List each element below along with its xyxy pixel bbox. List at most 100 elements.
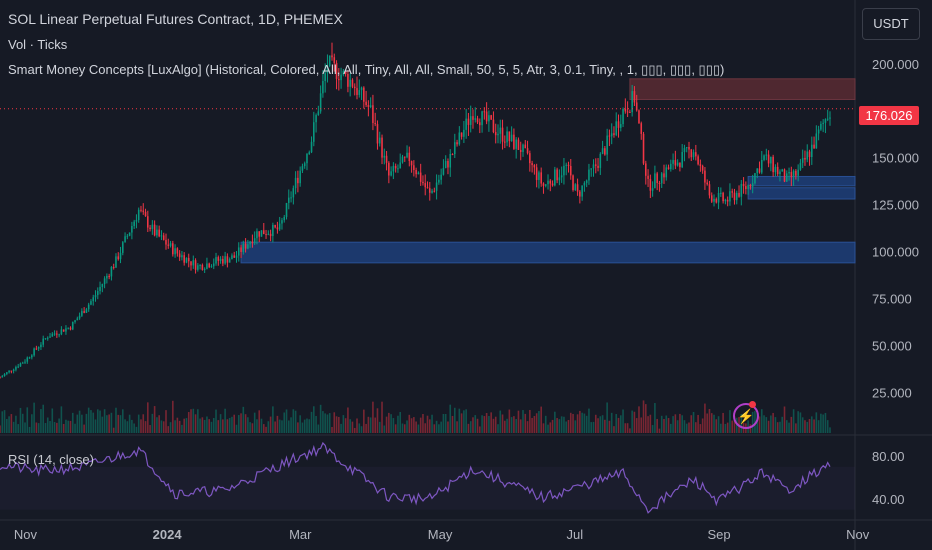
volume-bar bbox=[804, 420, 806, 433]
volume-bar bbox=[456, 421, 458, 433]
candle-body bbox=[42, 338, 45, 345]
volume-bar bbox=[158, 415, 160, 433]
volume-bar bbox=[706, 413, 708, 433]
candle-body bbox=[594, 164, 597, 166]
candle-body bbox=[228, 259, 231, 263]
candle-body bbox=[381, 137, 383, 158]
candle-body bbox=[747, 185, 749, 190]
candle-body bbox=[87, 304, 90, 310]
volume-bar bbox=[531, 417, 533, 433]
candle-body bbox=[772, 156, 774, 173]
volume-bar bbox=[726, 422, 729, 433]
volume-bar bbox=[613, 426, 615, 433]
volume-bar bbox=[0, 425, 1, 433]
candle-body bbox=[667, 167, 670, 170]
candle-body bbox=[692, 152, 695, 158]
smc-indicator-label[interactable]: Smart Money Concepts [LuxAlgo] (Historic… bbox=[8, 62, 725, 77]
volume-bar bbox=[710, 413, 713, 433]
order-block-bullish bbox=[747, 187, 856, 200]
candle-body bbox=[12, 369, 15, 371]
volume-bar bbox=[124, 419, 126, 433]
candle-body bbox=[247, 244, 249, 249]
candle-body bbox=[385, 155, 388, 163]
candle-body bbox=[369, 105, 372, 108]
candle-body bbox=[62, 329, 65, 332]
candle-body bbox=[572, 175, 574, 191]
volume-bar bbox=[260, 418, 263, 433]
volume-bar bbox=[42, 404, 45, 433]
candle-body bbox=[556, 169, 558, 181]
candle-body bbox=[44, 338, 47, 340]
candle-body bbox=[810, 144, 813, 158]
volume-bar bbox=[583, 413, 586, 433]
currency-button[interactable]: USDT bbox=[862, 8, 920, 40]
candle-body bbox=[576, 184, 579, 192]
volume-bar bbox=[599, 416, 602, 433]
candle-body bbox=[401, 156, 404, 163]
volume-bar bbox=[563, 416, 565, 433]
volume-bar bbox=[424, 423, 427, 433]
volume-bar bbox=[781, 416, 784, 433]
volume-bar bbox=[76, 414, 79, 433]
candle-body bbox=[308, 152, 311, 155]
candle-body bbox=[799, 162, 802, 170]
volume-bar bbox=[172, 400, 174, 433]
rsi-indicator-label[interactable]: RSI (14, close) bbox=[8, 452, 94, 467]
candle-body bbox=[731, 191, 734, 193]
candle-body bbox=[670, 163, 672, 170]
volume-bar bbox=[160, 420, 163, 433]
volume-bar bbox=[658, 428, 661, 433]
volume-bar bbox=[808, 419, 811, 433]
volume-bar bbox=[722, 412, 724, 433]
candle-body bbox=[601, 148, 604, 154]
candle-body bbox=[101, 284, 104, 287]
volume-bar bbox=[292, 409, 295, 433]
volume-bar bbox=[106, 415, 108, 433]
candle-body bbox=[121, 242, 124, 253]
candle-body bbox=[194, 260, 197, 270]
volume-bar bbox=[276, 415, 279, 433]
volume-bar bbox=[826, 420, 829, 433]
volume-bar bbox=[406, 420, 408, 433]
candle-body bbox=[378, 137, 381, 144]
volume-bar bbox=[547, 424, 549, 433]
candle-body bbox=[428, 188, 431, 193]
candle-body bbox=[158, 229, 160, 237]
volume-bar bbox=[206, 416, 208, 433]
volume-bar bbox=[760, 409, 763, 433]
candle-body bbox=[449, 153, 452, 168]
volume-bar bbox=[717, 416, 720, 433]
volume-bar bbox=[328, 413, 331, 433]
volume-bar bbox=[128, 414, 131, 433]
candle-body bbox=[185, 257, 188, 263]
volume-bar bbox=[549, 422, 552, 433]
volume-bar bbox=[99, 410, 101, 433]
volume-bar bbox=[169, 422, 172, 433]
candle-body bbox=[96, 291, 99, 296]
volume-bar bbox=[335, 416, 338, 433]
volume-bar bbox=[153, 406, 156, 433]
volume-bar bbox=[58, 418, 60, 433]
volume-bar bbox=[797, 411, 799, 433]
volume-bar bbox=[629, 428, 631, 433]
lightning-icon[interactable]: ⚡ bbox=[733, 403, 759, 429]
candle-body bbox=[331, 55, 333, 58]
volume-bar bbox=[394, 424, 397, 433]
candle-body bbox=[581, 185, 583, 197]
candle-body bbox=[658, 182, 661, 184]
candle-body bbox=[169, 243, 172, 246]
volume-bar bbox=[708, 409, 711, 433]
candle-body bbox=[458, 132, 461, 145]
volume-indicator-label[interactable]: Vol · Ticks bbox=[8, 37, 68, 52]
candle-body bbox=[488, 115, 490, 122]
volume-bar bbox=[251, 423, 254, 433]
candle-body bbox=[610, 133, 613, 137]
candle-body bbox=[313, 122, 315, 142]
candle-body bbox=[58, 334, 60, 336]
candle-body bbox=[565, 164, 568, 166]
candle-body bbox=[795, 170, 797, 176]
candle-body bbox=[779, 171, 781, 175]
candle-body bbox=[315, 115, 317, 123]
candle-body bbox=[360, 87, 363, 91]
